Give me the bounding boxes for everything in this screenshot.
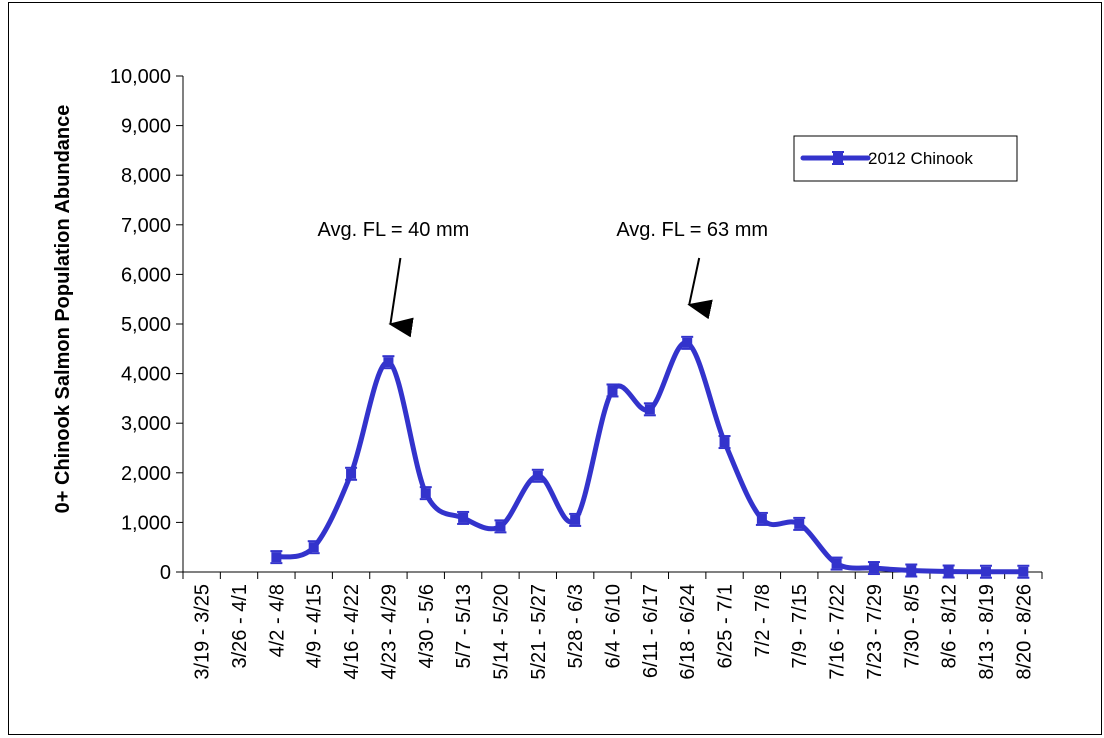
y-tick-label: 0 bbox=[160, 562, 171, 584]
x-tick-label: 4/16 - 4/22 bbox=[341, 584, 363, 680]
x-tick-label: 8/6 - 8/12 bbox=[939, 584, 961, 669]
data-point bbox=[1017, 564, 1030, 579]
data-point bbox=[905, 563, 918, 578]
x-tick-label: 5/28 - 6/3 bbox=[565, 584, 587, 669]
data-point-marker bbox=[383, 357, 394, 368]
data-point bbox=[830, 556, 843, 571]
data-point-marker bbox=[308, 542, 319, 553]
x-tick-label: 6/25 - 7/1 bbox=[715, 584, 737, 669]
data-point bbox=[979, 564, 992, 579]
data-point-marker bbox=[756, 513, 767, 524]
data-point bbox=[718, 435, 731, 450]
x-tick-label: 8/13 - 8/19 bbox=[976, 584, 998, 680]
x-tick-label: 7/9 - 7/15 bbox=[789, 584, 811, 669]
data-point bbox=[457, 510, 470, 525]
y-tick-label: 7,000 bbox=[121, 215, 171, 237]
data-point bbox=[681, 335, 694, 350]
data-point-marker bbox=[906, 565, 917, 576]
data-point-marker bbox=[570, 514, 581, 525]
data-point bbox=[643, 402, 656, 417]
chart-frame bbox=[8, 2, 1102, 735]
y-tick-label: 8,000 bbox=[121, 165, 171, 187]
data-point-marker bbox=[458, 512, 469, 523]
data-point-marker bbox=[719, 437, 730, 448]
x-tick-label: 4/2 - 4/8 bbox=[266, 584, 288, 657]
data-point-marker bbox=[1018, 566, 1029, 577]
annotation-arrow bbox=[388, 257, 414, 338]
data-point bbox=[270, 550, 283, 565]
annotation-arrow bbox=[687, 257, 713, 320]
series-layer bbox=[270, 335, 1030, 579]
data-point bbox=[755, 511, 768, 526]
data-point-marker bbox=[271, 552, 282, 563]
legend: 2012 Chinook bbox=[793, 135, 1018, 182]
data-point bbox=[569, 512, 582, 527]
data-point-marker bbox=[943, 566, 954, 577]
y-tick-label: 9,000 bbox=[121, 116, 171, 138]
y-tick-label: 5,000 bbox=[121, 314, 171, 336]
data-point-marker bbox=[420, 488, 431, 499]
data-point bbox=[942, 564, 955, 579]
data-point-marker bbox=[794, 518, 805, 529]
x-tick-label: 5/14 - 5/20 bbox=[490, 584, 512, 680]
data-point-marker bbox=[682, 337, 693, 348]
x-tick-label: 4/9 - 4/15 bbox=[304, 584, 326, 669]
data-point-marker bbox=[980, 566, 991, 577]
data-point bbox=[494, 519, 507, 534]
data-point bbox=[867, 561, 880, 576]
x-tick-label: 4/30 - 5/6 bbox=[416, 584, 438, 669]
data-point bbox=[345, 466, 358, 481]
x-tick-label: 3/19 - 3/25 bbox=[192, 584, 214, 680]
x-axis: 3/19 - 3/25 3/26 - 4/1 4/2 - 4/8 4/9 - 4/15… bbox=[182, 571, 1043, 680]
x-tick-label: 8/20 - 8/26 bbox=[1013, 584, 1035, 680]
x-tick-label: 3/26 - 4/1 bbox=[229, 584, 251, 669]
y-tick-label: 1,000 bbox=[121, 512, 171, 534]
data-point bbox=[419, 486, 432, 501]
data-point bbox=[382, 355, 395, 370]
x-tick-label: 6/4 - 6/10 bbox=[603, 584, 625, 669]
data-point-marker bbox=[868, 563, 879, 574]
x-tick-label: 5/7 - 5/13 bbox=[453, 584, 475, 669]
y-axis-label: 0+ Chinook Salmon Population Abundance bbox=[52, 105, 74, 514]
y-tick-label: 3,000 bbox=[121, 413, 171, 435]
x-tick-label: 7/16 - 7/22 bbox=[827, 584, 849, 680]
data-point-marker bbox=[644, 404, 655, 415]
x-tick-label: 7/30 - 8/5 bbox=[901, 584, 923, 669]
legend-label: 2012 Chinook bbox=[868, 149, 973, 168]
series-line-2012-chinook bbox=[273, 340, 1026, 575]
data-point bbox=[307, 540, 320, 555]
x-tick-label: 4/23 - 4/29 bbox=[378, 584, 400, 680]
x-tick-label: 6/18 - 6/24 bbox=[677, 584, 699, 680]
y-tick-label: 4,000 bbox=[121, 364, 171, 386]
data-point-marker bbox=[532, 470, 543, 481]
data-point-marker bbox=[495, 521, 506, 532]
data-point-marker bbox=[346, 468, 357, 479]
y-tick-label: 6,000 bbox=[121, 264, 171, 286]
x-tick-label: 5/21 - 5/27 bbox=[528, 584, 550, 680]
legend-marker bbox=[832, 151, 844, 165]
x-tick-label: 7/2 - 7/8 bbox=[752, 584, 774, 657]
annotation-label: Avg. FL = 63 mm bbox=[616, 219, 768, 241]
data-point-marker bbox=[833, 153, 843, 163]
annotations: Avg. FL = 40 mm Avg. FL = 63 mm bbox=[318, 219, 768, 338]
data-point bbox=[606, 383, 619, 398]
x-tick-label: 6/11 - 6/17 bbox=[640, 584, 662, 678]
data-point bbox=[531, 468, 544, 483]
data-point-marker bbox=[831, 558, 842, 569]
x-tick-label: 7/23 - 7/29 bbox=[864, 584, 886, 680]
data-point bbox=[832, 151, 844, 165]
y-tick-label: 2,000 bbox=[121, 463, 171, 485]
data-point bbox=[793, 516, 806, 531]
y-axis: 0 1,000 2,000 3,000 4,000 5,000 6,000 7,000 8,00… bbox=[110, 66, 184, 584]
y-tick-label: 10,000 bbox=[110, 66, 171, 88]
annotation-label: Avg. FL = 40 mm bbox=[318, 219, 470, 241]
data-point-marker bbox=[607, 385, 618, 396]
